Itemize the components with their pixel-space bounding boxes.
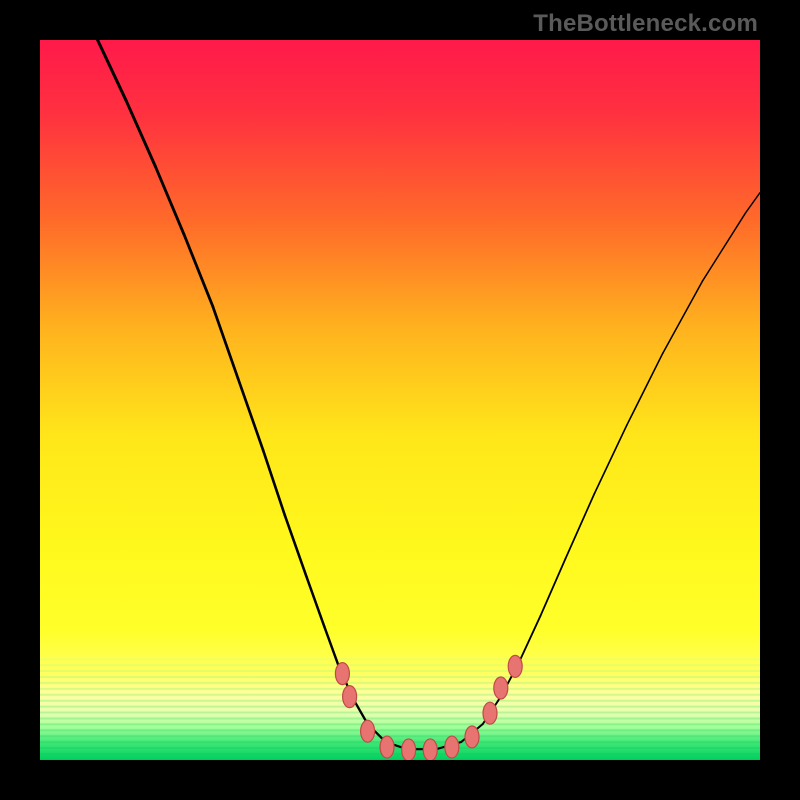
data-marker [508,655,522,677]
data-marker [380,736,394,758]
watermark-text: TheBottleneck.com [533,10,758,38]
data-marker [361,720,375,742]
data-marker [494,677,508,699]
data-marker [423,739,437,760]
plot-area [40,40,760,760]
chart-frame: TheBottleneck.com [0,0,800,800]
data-marker [402,739,416,760]
curve-layer [40,40,760,760]
data-marker [465,726,479,748]
data-marker [445,736,459,758]
data-marker [483,702,497,724]
data-marker [343,686,357,708]
data-marker [335,663,349,685]
